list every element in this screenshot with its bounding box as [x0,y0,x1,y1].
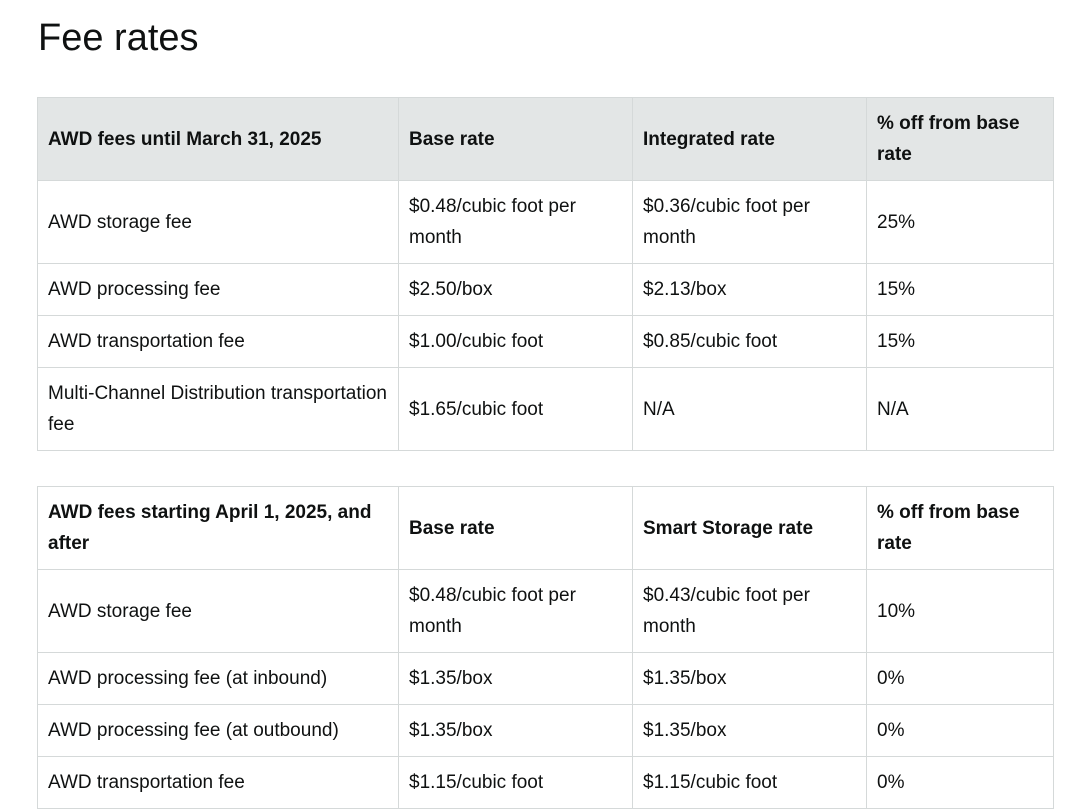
smart-storage-rate-cell: $0.43/cubic foot per month [632,569,867,653]
table-header-row: AWD fees until March 31, 2025 Base rate … [37,97,1054,181]
percent-off-cell: 15% [866,315,1054,368]
base-rate-cell: $1.35/box [398,652,633,705]
fee-table-from-april-2025: AWD fees starting April 1, 2025, and aft… [37,486,1054,809]
table-row: AWD storage fee $0.48/cubic foot per mon… [37,569,1054,653]
column-header-integrated-rate: Integrated rate [632,97,867,181]
percent-off-cell: 0% [866,704,1054,757]
integrated-rate-cell: N/A [632,367,867,451]
fee-name-cell: AWD processing fee (at inbound) [37,652,399,705]
percent-off-cell: 0% [866,652,1054,705]
column-header-percent-off: % off from base rate [866,486,1054,570]
base-rate-cell: $0.48/cubic foot per month [398,569,633,653]
integrated-rate-cell: $2.13/box [632,263,867,316]
percent-off-cell: 25% [866,180,1054,264]
smart-storage-rate-cell: $1.35/box [632,704,867,757]
fee-name-cell: AWD storage fee [37,180,399,264]
table-row: AWD processing fee (at inbound) $1.35/bo… [37,652,1054,705]
base-rate-cell: $0.48/cubic foot per month [398,180,633,264]
page-title: Fee rates [38,17,199,59]
integrated-rate-cell: $0.36/cubic foot per month [632,180,867,264]
percent-off-cell: 0% [866,756,1054,809]
table-row: AWD processing fee $2.50/box $2.13/box 1… [37,263,1054,316]
integrated-rate-cell: $0.85/cubic foot [632,315,867,368]
smart-storage-rate-cell: $1.15/cubic foot [632,756,867,809]
percent-off-cell: N/A [866,367,1054,451]
fee-name-cell: AWD processing fee [37,263,399,316]
smart-storage-rate-cell: $1.35/box [632,652,867,705]
table-row: Multi-Channel Distribution transportatio… [37,367,1054,451]
fee-name-cell: AWD processing fee (at outbound) [37,704,399,757]
base-rate-cell: $1.15/cubic foot [398,756,633,809]
table-row: AWD transportation fee $1.00/cubic foot … [37,315,1054,368]
base-rate-cell: $1.35/box [398,704,633,757]
base-rate-cell: $2.50/box [398,263,633,316]
column-header-fee: AWD fees until March 31, 2025 [37,97,399,181]
column-header-fee: AWD fees starting April 1, 2025, and aft… [37,486,399,570]
fee-name-cell: AWD transportation fee [37,756,399,809]
fee-name-cell: AWD transportation fee [37,315,399,368]
base-rate-cell: $1.00/cubic foot [398,315,633,368]
table-row: AWD storage fee $0.48/cubic foot per mon… [37,180,1054,264]
fee-name-cell: AWD storage fee [37,569,399,653]
fee-name-cell: Multi-Channel Distribution transportatio… [37,367,399,451]
percent-off-cell: 10% [866,569,1054,653]
column-header-smart-storage-rate: Smart Storage rate [632,486,867,570]
fee-table-until-march-2025: AWD fees until March 31, 2025 Base rate … [37,97,1054,451]
column-header-percent-off: % off from base rate [866,97,1054,181]
table-header-row: AWD fees starting April 1, 2025, and aft… [37,486,1054,570]
table-row: AWD transportation fee $1.15/cubic foot … [37,756,1054,809]
column-header-base-rate: Base rate [398,486,633,570]
table-row: AWD processing fee (at outbound) $1.35/b… [37,704,1054,757]
percent-off-cell: 15% [866,263,1054,316]
column-header-base-rate: Base rate [398,97,633,181]
base-rate-cell: $1.65/cubic foot [398,367,633,451]
